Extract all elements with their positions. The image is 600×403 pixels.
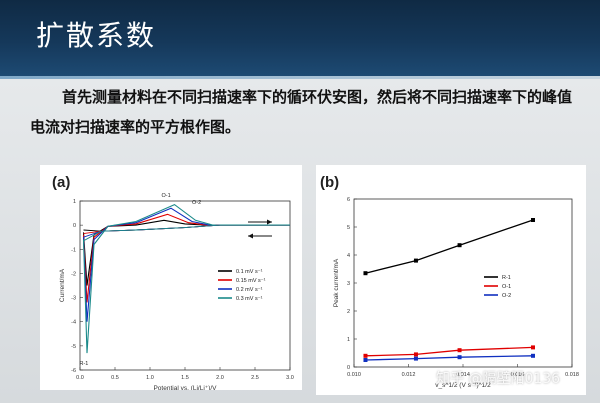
data-point (363, 353, 368, 358)
y-tick-label: 3 (347, 281, 350, 287)
annotation-o1: O-1 (162, 193, 171, 199)
y-tick-label: 0 (347, 365, 350, 371)
figure-a-cyclic-voltammetry: (a) 0.0 0.5 1.0 1.5 2.0 2.5 3.0 1 0 -1 -2 -3 -4 -5 -6 Po… (40, 165, 302, 390)
legend-label-2: 0.2 mV s⁻¹ (236, 287, 263, 293)
y-tick-label: -5 (71, 344, 76, 350)
slide-header: 扩散系数 (0, 0, 600, 76)
arrow-back-head (248, 233, 253, 239)
series-line-1 (365, 346, 534, 357)
y-tick-label: 2 (347, 309, 350, 315)
annotation-o2: O-2 (192, 200, 201, 206)
x-tick-label: 0.5 (111, 375, 119, 381)
y-axis-label: Peak current/mA (333, 258, 340, 307)
watermark: 知乎 @隔壁阳0136 (436, 371, 561, 387)
y-tick-label: -1 (71, 247, 76, 253)
series-line-0 (365, 219, 534, 274)
x-tick-label: 0.018 (565, 372, 579, 378)
x-tick-label: 0.010 (347, 372, 361, 378)
x-axis-label: Potential vs. (Li/Li⁺)/V (153, 385, 217, 390)
data-point (413, 258, 418, 263)
arrow-forward-head (267, 219, 272, 225)
series-line-0 (82, 219, 290, 286)
x-tick-label: 2.0 (216, 375, 224, 381)
x-tick-label: 1.5 (181, 375, 189, 381)
series-line-2 (365, 355, 534, 361)
data-point (413, 352, 418, 357)
x-tick-label: 0.0 (76, 375, 84, 381)
y-tick-label: 1 (347, 337, 350, 343)
x-axis-label: v_s^1/2 (V s⁻¹)^1/2 (435, 382, 491, 389)
y-tick-label: -6 (71, 368, 76, 374)
y-tick-label: -4 (71, 320, 76, 326)
y-tick-label: 4 (347, 253, 350, 259)
data-point (413, 356, 418, 361)
x-tick-label: 1.0 (146, 375, 154, 381)
panel-label: (b) (320, 174, 339, 191)
data-point (530, 218, 535, 222)
body-paragraph: 首先测量材料在不同扫描速率下的循环伏安图，然后将不同扫描速率下的峰值电流对扫描速… (30, 88, 573, 136)
y-tick-label: -3 (71, 296, 76, 302)
data-point (363, 271, 368, 276)
data-point (457, 243, 462, 248)
header-divider (0, 76, 600, 79)
data-point (457, 355, 462, 360)
data-point (457, 348, 462, 353)
legend-label-3: 0.3 mV s⁻¹ (236, 296, 263, 302)
figure-b-peak-current: (b) 0.010 0.012 0.014 0.016 0.018 0 1 2 3 4 5 6 v_s^1… (316, 165, 586, 395)
slide-title: 扩散系数 (36, 19, 157, 52)
annotation-r1: R-1 (80, 361, 89, 367)
y-tick-label: 1 (73, 199, 76, 205)
y-tick-label: -2 (71, 271, 76, 277)
plot-frame (353, 198, 573, 368)
series-return-3 (83, 224, 221, 242)
y-tick-label: 5 (347, 225, 350, 231)
x-tick-label: 0.012 (402, 372, 416, 378)
chart-a-svg: (a) 0.0 0.5 1.0 1.5 2.0 2.5 3.0 1 0 -1 -2 -3 -4 -5 -6 Po… (52, 174, 294, 390)
series-line-3 (82, 203, 290, 354)
data-point (530, 345, 535, 350)
data-point (530, 353, 535, 358)
legend-label-0: 0.1 mV s⁻¹ (236, 269, 263, 275)
y-axis-label: Current/mA (59, 268, 66, 302)
x-tick-label: 2.5 (251, 375, 259, 381)
y-tick-label: 0 (73, 223, 76, 229)
legend-label-2: O-2 (502, 293, 511, 299)
x-tick-label: 0.016 (511, 372, 525, 378)
y-tick-label: 6 (347, 197, 350, 203)
legend-label-1: 0.15 mV s⁻¹ (236, 278, 266, 284)
x-tick-label: 0.014 (456, 372, 470, 378)
legend-label-0: R-1 (502, 275, 511, 281)
data-point (363, 358, 368, 362)
x-tick-label: 3.0 (286, 375, 294, 381)
legend-label-1: O-1 (502, 284, 511, 290)
panel-label: (a) (52, 174, 70, 191)
chart-b-svg: (b) 0.010 0.012 0.014 0.016 0.018 0 1 2 3 4 5 6 v_s^1… (320, 174, 579, 389)
